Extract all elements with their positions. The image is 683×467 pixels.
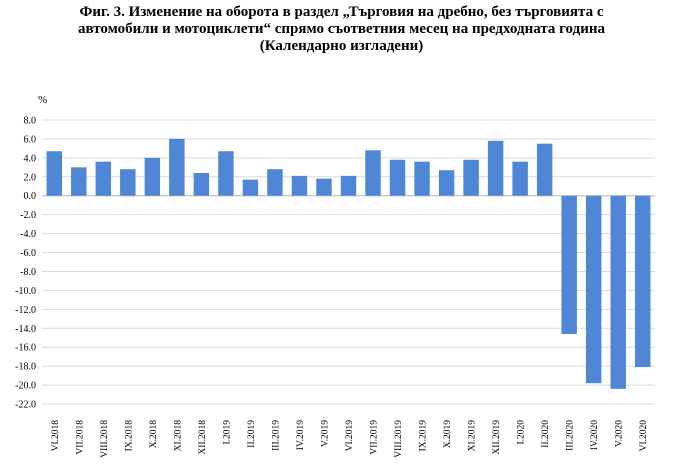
x-tick-label: VIII.2019 — [394, 420, 404, 458]
bar — [144, 157, 161, 196]
x-tick-label: X.2019 — [443, 420, 453, 448]
y-tick-label: -12.0 — [15, 305, 36, 316]
chart-title-line-1: Фиг. 3. Изменение на оборота в раздел „Т… — [79, 4, 604, 20]
bar — [438, 170, 455, 196]
x-tick-label: VII.2018 — [75, 420, 85, 455]
bar — [340, 175, 357, 196]
bar — [610, 195, 626, 389]
chart-title: Фиг. 3. Изменение на оборота в раздел „Т… — [0, 4, 683, 55]
bar — [120, 169, 136, 196]
y-tick-label: 6.0 — [24, 134, 37, 145]
x-tick-label: VII.2019 — [370, 420, 380, 455]
chart-title-line-2: автомобили и мотоциклети“ спрямо съответ… — [78, 21, 605, 37]
bar — [193, 173, 210, 196]
bar — [95, 161, 112, 196]
y-tick-label: -20.0 — [15, 381, 36, 392]
bar — [512, 161, 528, 196]
x-tick-label: XI.2019 — [468, 420, 478, 452]
y-tick-label: -14.0 — [15, 324, 36, 335]
x-tick-label: VI.2019 — [345, 420, 355, 452]
x-tick-label: VIII.2018 — [100, 420, 110, 458]
y-tick-label: 8.0 — [24, 116, 37, 127]
y-tick-label: 0.0 — [24, 191, 37, 202]
gridlines — [42, 119, 655, 405]
bar — [242, 179, 259, 196]
y-tick-label: 4.0 — [24, 153, 37, 164]
bar — [71, 167, 87, 196]
bar — [316, 178, 332, 196]
bar — [635, 195, 651, 368]
bar — [561, 195, 577, 334]
x-tick-label: IV.2019 — [296, 420, 306, 450]
x-tick-label: II.2019 — [247, 420, 257, 448]
y-tick-label: -8.0 — [20, 267, 36, 278]
bar — [389, 159, 406, 196]
bar — [536, 143, 553, 196]
y-tick-label: -6.0 — [20, 248, 36, 259]
x-tick-label: IX.2019 — [419, 420, 429, 452]
y-tick-label: 2.0 — [24, 172, 37, 183]
x-tick-label: VI.2020 — [639, 420, 649, 452]
bar — [585, 195, 602, 384]
x-tick-label: V.2020 — [615, 420, 625, 447]
bars — [46, 138, 651, 389]
bar — [487, 140, 504, 196]
bar — [365, 150, 381, 196]
x-tick-label: III.2020 — [566, 420, 576, 451]
x-tick-label: XII.2018 — [198, 420, 208, 455]
x-tick-label: XI.2018 — [173, 420, 183, 452]
bar — [463, 159, 479, 196]
x-tick-label: I.2019 — [222, 420, 232, 445]
x-tick-label: III.2019 — [271, 420, 281, 451]
y-tick-labels: 8.0 6.0 4.0 2.0 0.0 -2.0 -4.0 -6.0 -8.0 -10.0 -12.… — [15, 116, 36, 411]
y-tick-label: -2.0 — [20, 210, 36, 221]
bar — [291, 175, 308, 196]
x-tick-label: IX.2018 — [124, 420, 134, 452]
x-tick-labels: VI.2018 VII.2018 VIII.2018 IX.2018 X.2018 XI.… — [51, 420, 649, 458]
x-tick-label: XII.2019 — [492, 420, 502, 455]
bar — [267, 169, 283, 196]
bar — [218, 151, 234, 196]
x-tick-label: VI.2018 — [51, 420, 61, 452]
x-tick-label: V.2019 — [320, 420, 330, 447]
y-tick-label: -18.0 — [15, 362, 36, 373]
bar — [414, 161, 430, 196]
y-tick-label: -22.0 — [15, 400, 36, 411]
y-tick-label: -10.0 — [15, 286, 36, 297]
bar — [169, 138, 185, 196]
x-tick-label: IV.2020 — [590, 420, 600, 450]
chart-title-line-3: (Календарно изгладени) — [259, 38, 424, 54]
bar — [46, 151, 62, 196]
y-axis-unit-label: % — [38, 94, 47, 106]
x-tick-label: II.2020 — [541, 420, 551, 448]
x-tick-label: X.2018 — [149, 420, 159, 448]
y-tick-label: -4.0 — [20, 229, 36, 240]
x-tick-label: I.2020 — [517, 420, 527, 445]
y-tick-label: -16.0 — [15, 343, 36, 354]
